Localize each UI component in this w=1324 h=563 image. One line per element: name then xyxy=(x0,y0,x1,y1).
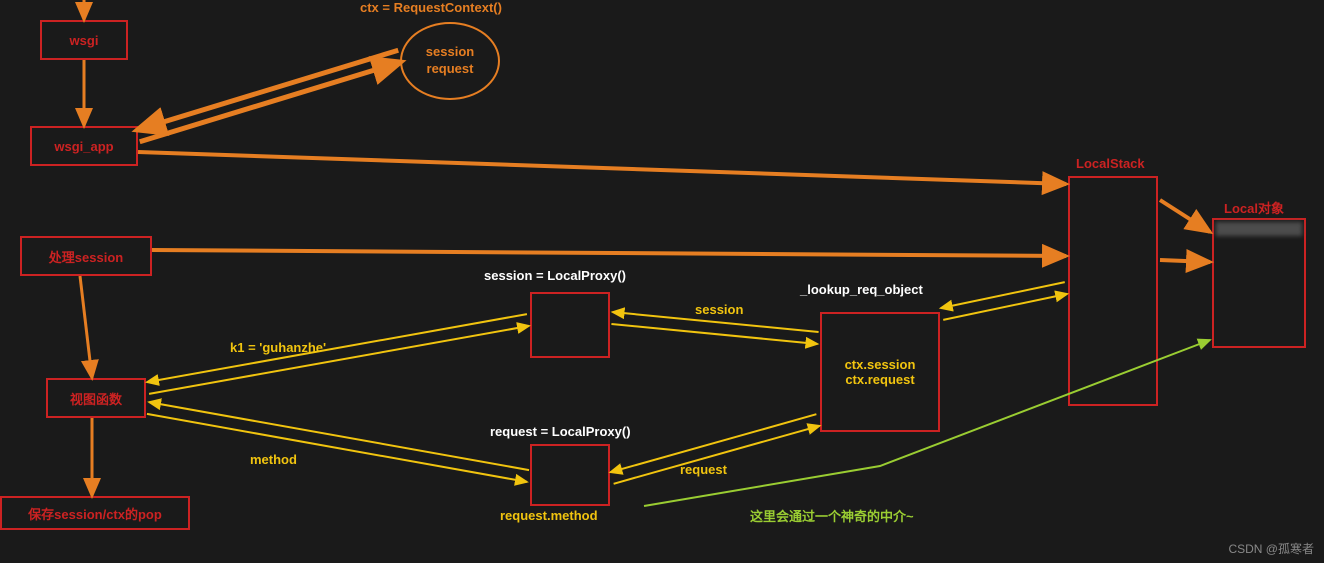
node-view-func: 视图函数 xyxy=(46,378,146,418)
node-localproxy-session xyxy=(530,292,610,358)
node-localobj xyxy=(1212,218,1306,348)
label-localobj: Local对象 xyxy=(1224,198,1284,217)
circle-label-2: request xyxy=(427,61,474,78)
node-localproxy-request xyxy=(530,444,610,506)
node-label: 保存session/ctx的pop xyxy=(28,504,162,523)
node-label: 视图函数 xyxy=(70,389,122,408)
node-wsgi-app: wsgi_app xyxy=(30,126,138,166)
label-request: request xyxy=(680,462,727,477)
label-request-method: request.method xyxy=(500,508,598,523)
node-lookup: ctx.session ctx.request xyxy=(820,312,940,432)
label-session: session xyxy=(695,302,743,317)
circle-label-1: session xyxy=(426,44,474,61)
lookup-line-2: ctx.request xyxy=(845,372,914,387)
label-request-proxy: request = LocalProxy() xyxy=(490,424,631,439)
lookup-line-1: ctx.session xyxy=(845,357,916,372)
node-save-pop: 保存session/ctx的pop xyxy=(0,496,190,530)
blurred-text xyxy=(1216,222,1302,236)
label-localstack: LocalStack xyxy=(1076,156,1145,171)
node-ctx-circle: session request xyxy=(400,22,500,100)
node-localstack xyxy=(1068,176,1158,406)
node-wsgi: wsgi xyxy=(40,20,128,60)
label-session-proxy: session = LocalProxy() xyxy=(484,268,626,283)
label-lookup: _lookup_req_object xyxy=(800,282,923,297)
label-method: method xyxy=(250,452,297,467)
node-process-session: 处理session xyxy=(20,236,152,276)
label-magic: 这里会通过一个神奇的中介~ xyxy=(750,506,914,525)
label-ctx-eq: ctx = RequestContext() xyxy=(360,0,502,15)
node-label: wsgi_app xyxy=(54,139,113,154)
node-label: 处理session xyxy=(49,247,123,266)
label-k1: k1 = 'guhanzhe' xyxy=(230,340,326,355)
watermark: CSDN @孤寒者 xyxy=(1228,540,1314,557)
node-label: wsgi xyxy=(70,33,99,48)
